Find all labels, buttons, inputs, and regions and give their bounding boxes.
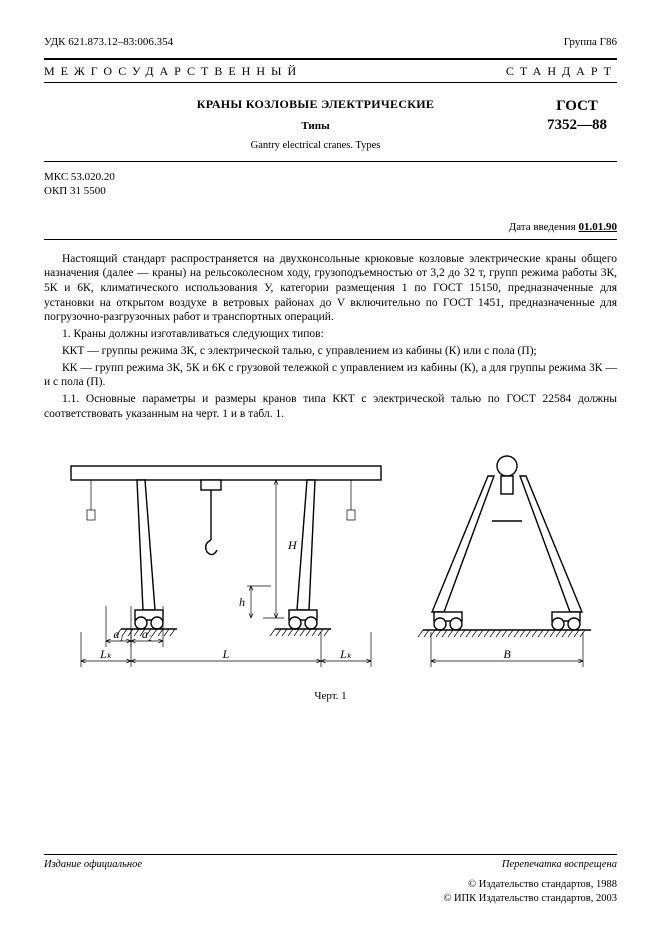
svg-text:B: B [503, 647, 511, 661]
copyright: © Издательство стандартов, 1988 © ИПК Из… [44, 878, 617, 906]
svg-text:L: L [221, 647, 229, 661]
para-5: 1.1. Основные параметры и размеры кранов… [44, 392, 617, 421]
footer: Издание официальное Перепечатка воспреще… [44, 854, 617, 906]
svg-text:a₂: a₂ [141, 627, 151, 641]
crane-diagram: LₖLLₖa₁a₂HhB [51, 436, 611, 686]
title-en: Gantry electrical cranes. Types [104, 140, 527, 151]
udk-code: УДК 621.873.12–83:006.354 [44, 36, 173, 48]
gost-number: ГОСТ 7352—88 [527, 97, 617, 135]
okp-code: ОКП 31 5500 [44, 184, 617, 198]
gost-num: 7352—88 [547, 116, 607, 135]
body-text: Настоящий стандарт распространяется на д… [44, 252, 617, 422]
group-code: Группа Г86 [564, 36, 617, 48]
page: УДК 621.873.12–83:006.354 Группа Г86 МЕЖ… [0, 0, 661, 936]
title-sub: Типы [104, 120, 527, 132]
intro-date-value: 01.01.90 [579, 221, 618, 233]
svg-text:Lₖ: Lₖ [339, 647, 353, 661]
figure-1: LₖLLₖa₁a₂HhB Черт. 1 [44, 436, 617, 702]
intro-date: Дата введения 01.01.90 [44, 221, 617, 233]
svg-text:h: h [239, 595, 245, 609]
svg-text:H: H [287, 538, 298, 552]
svg-text:a₁: a₁ [113, 627, 123, 641]
para-4: КК — групп режима 3К, 5К и 6К с грузовой… [44, 361, 617, 390]
para-3: ККТ — группы режима 3К, с электрической … [44, 344, 617, 359]
copyright-2: © ИПК Издательство стандартов, 2003 [44, 892, 617, 906]
standard-banner: МЕЖГОСУДАРСТВЕННЫЙ СТАНДАРТ [44, 58, 617, 83]
divider [44, 239, 617, 240]
classification-codes: МКС 53.020.20 ОКП 31 5500 [44, 170, 617, 199]
para-1: Настоящий стандарт распространяется на д… [44, 252, 617, 326]
mks-code: МКС 53.020.20 [44, 170, 617, 184]
title-block: КРАНЫ КОЗЛОВЫЕ ЭЛЕКТРИЧЕСКИЕ Типы Gantry… [44, 97, 617, 162]
svg-text:Lₖ: Lₖ [99, 647, 113, 661]
para-2: 1. Краны должны изготавливаться следующи… [44, 327, 617, 342]
banner-left: МЕЖГОСУДАРСТВЕННЫЙ [44, 64, 302, 79]
header-row: УДК 621.873.12–83:006.354 Группа Г86 [44, 36, 617, 48]
copyright-1: © Издательство стандартов, 1988 [44, 878, 617, 892]
figure-caption: Черт. 1 [44, 690, 617, 702]
footer-right: Перепечатка воспрещена [502, 859, 617, 870]
intro-date-label: Дата введения [509, 221, 579, 233]
footer-left: Издание официальное [44, 859, 142, 870]
gost-label: ГОСТ [547, 97, 607, 116]
title-main: КРАНЫ КОЗЛОВЫЕ ЭЛЕКТРИЧЕСКИЕ [104, 97, 527, 112]
banner-right: СТАНДАРТ [506, 64, 617, 79]
